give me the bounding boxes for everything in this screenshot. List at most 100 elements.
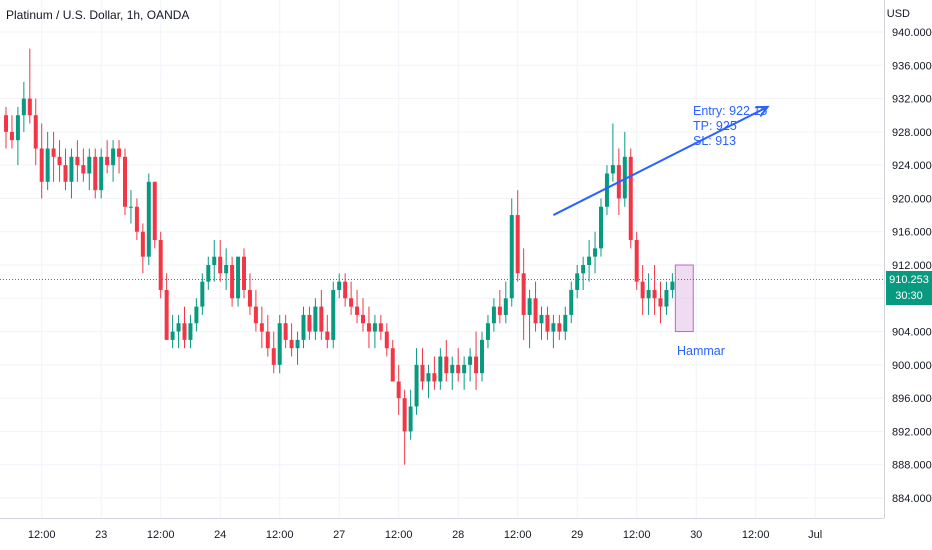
candle-body-down	[152, 181, 157, 241]
candle-body-down	[456, 364, 461, 374]
time-tick-label: Jul	[808, 529, 822, 541]
candle-body-down	[444, 356, 449, 374]
price-tick-label: 928.000	[892, 127, 932, 139]
candle-body-down	[628, 156, 633, 241]
candle-body-down	[51, 148, 56, 157]
candle-body-up	[610, 165, 615, 174]
candle-body-up	[426, 373, 431, 382]
time-tick-label: 29	[571, 529, 583, 541]
candle-body-down	[307, 314, 312, 332]
candle-body-down	[75, 156, 80, 166]
candle-body-down	[33, 115, 38, 149]
price-tick-label: 916.000	[892, 227, 932, 239]
candle-body-down	[164, 289, 169, 340]
candle-body-down	[105, 156, 110, 166]
candle-body-up	[527, 298, 532, 315]
price-tick-label: 904.000	[892, 327, 932, 339]
time-tick-label: 12:00	[266, 529, 294, 541]
candle-body-up	[414, 364, 419, 407]
candle-body-up	[212, 256, 217, 265]
candle-body-up	[485, 323, 490, 340]
candle-body-up	[468, 356, 473, 365]
time-tick-label: 12:00	[623, 529, 651, 541]
candle-body-up	[301, 314, 306, 340]
candle-body-down	[182, 323, 187, 340]
entry-text: Entry: 922.15	[693, 104, 768, 118]
trade-annotation[interactable]: Entry: 922.15 TP: 925 SL: 913	[693, 104, 767, 149]
time-tick-label: 23	[95, 529, 107, 541]
candle-body-up	[236, 256, 241, 299]
candle-body-up	[408, 406, 413, 432]
price-tick-label: 936.000	[892, 60, 932, 72]
candle-body-down	[515, 215, 520, 274]
candle-body-down	[123, 156, 127, 207]
candle-body-up	[670, 281, 675, 290]
candle-body-up	[87, 156, 92, 174]
candle-body-down	[319, 306, 324, 332]
candle-body-up	[128, 206, 133, 208]
tp-text: TP: 925	[693, 119, 737, 133]
hammar-label[interactable]: Hammar	[677, 344, 725, 358]
candle-body-down	[283, 323, 288, 340]
time-tick-label: 12:00	[28, 529, 56, 541]
candle-body-down	[658, 298, 663, 307]
candle-body-up	[569, 289, 574, 315]
time-tick-label: 27	[333, 529, 345, 541]
candle-body-up	[587, 256, 592, 265]
symbol-title[interactable]: Platinum / U.S. Dollar, 1h, OANDA	[6, 8, 190, 22]
current-price-badge: 910.253 30:30	[886, 271, 932, 305]
candle-body-up	[188, 323, 193, 340]
time-tick-label: 12:00	[742, 529, 770, 541]
candle-body-up	[491, 306, 496, 324]
price-tick-label: 884.000	[892, 493, 932, 505]
candle-body-down	[474, 356, 479, 374]
price-tick-label: 900.000	[892, 360, 932, 372]
time-tick-label: 12:00	[385, 529, 413, 541]
candle-body-down	[230, 265, 235, 299]
candle-body-up	[69, 156, 74, 182]
price-tick-label: 932.000	[892, 94, 932, 106]
candle-body-up	[551, 323, 556, 332]
candle-body-down	[265, 331, 270, 349]
candle-body-down	[652, 289, 657, 299]
candle-body-down	[349, 298, 354, 307]
candle-body-down	[140, 231, 145, 257]
candle-body-up	[622, 156, 627, 199]
candle-body-up	[509, 215, 514, 299]
candle-body-up	[313, 306, 318, 332]
candle-body-down	[378, 323, 383, 332]
candle-body-up	[111, 148, 116, 166]
price-tick-label: 892.000	[892, 426, 932, 438]
candle-body-down	[366, 323, 371, 332]
candle-body-down	[557, 323, 562, 332]
candle-body-down	[81, 165, 86, 174]
trend-arrow-line	[552, 106, 769, 216]
candle-body-down	[533, 298, 538, 324]
time-tick-label: 30	[690, 529, 702, 541]
candle-body-up	[563, 314, 568, 332]
candle-body-down	[4, 115, 8, 132]
candle-body-up	[337, 281, 342, 290]
candle-body-up	[206, 265, 211, 282]
candle-body-up	[170, 331, 175, 340]
candle-body-up	[593, 248, 598, 257]
candle-body-down	[420, 364, 425, 382]
candle-body-up	[224, 265, 229, 274]
candle-body-up	[277, 323, 282, 365]
candle-body-up	[438, 356, 443, 382]
candle-body-up	[462, 364, 467, 374]
candle-body-down	[640, 281, 645, 299]
candle-body-up	[604, 173, 609, 207]
candle-body-down	[521, 273, 526, 315]
time-tick-label: 12:00	[147, 529, 175, 541]
candle-body-up	[599, 206, 603, 249]
candle-body-down	[634, 240, 639, 282]
candle-body-down	[247, 289, 252, 307]
candle-body-up	[146, 181, 151, 257]
price-tick-label: 912.000	[892, 260, 932, 272]
candle-body-down	[361, 314, 365, 324]
candle-body-up	[331, 289, 336, 340]
candle-body-down	[27, 98, 32, 116]
